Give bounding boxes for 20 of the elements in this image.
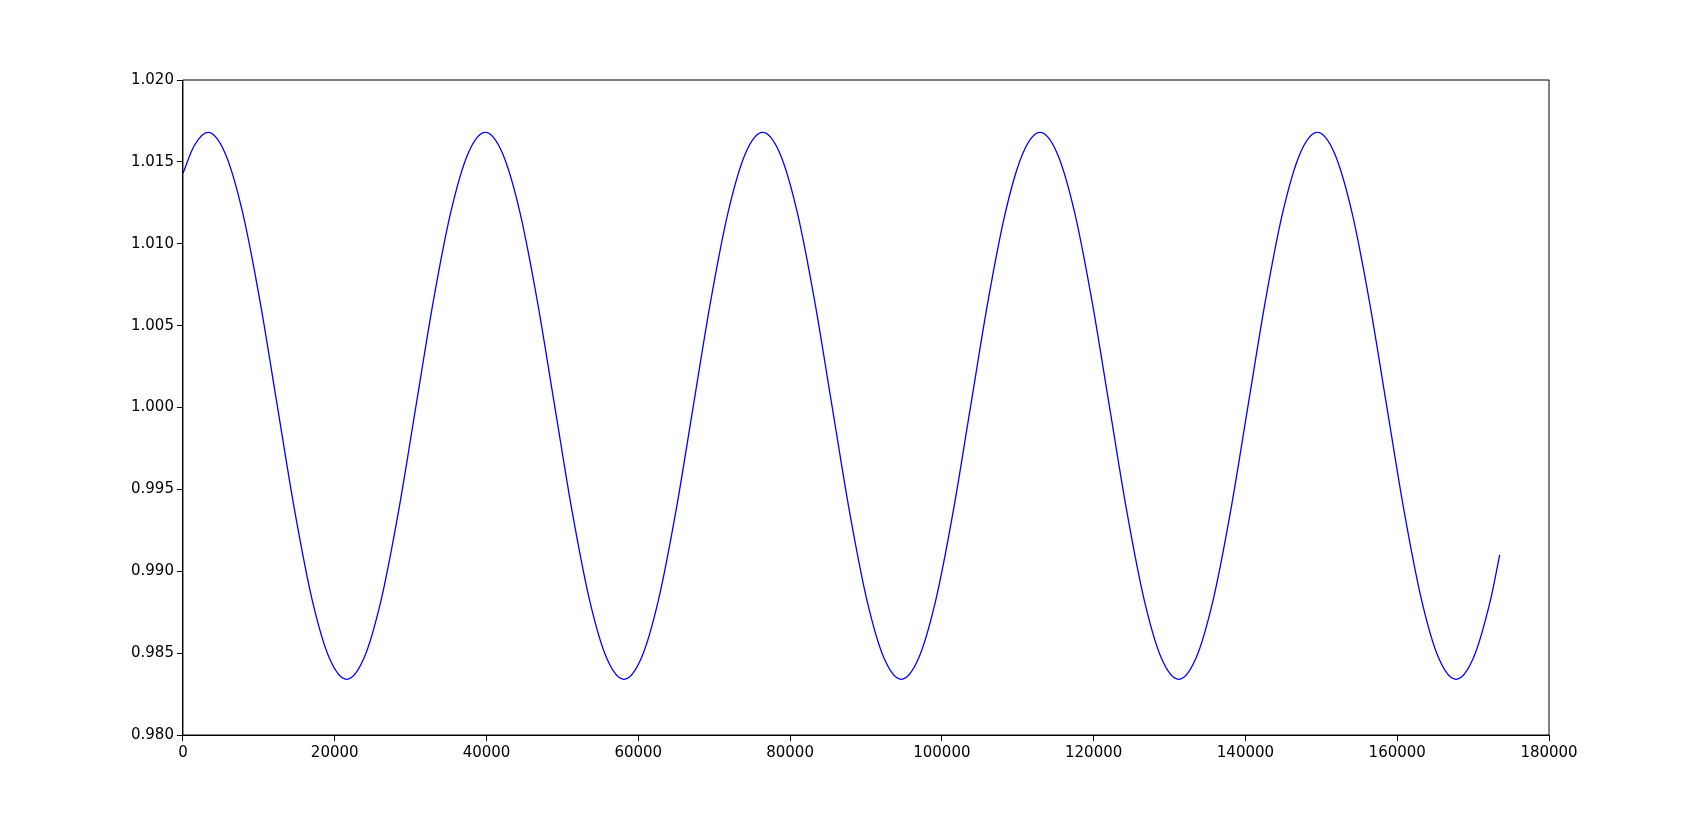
x-tick-label: 20000	[310, 742, 359, 761]
y-tick-label: 1.000	[130, 397, 174, 416]
x-tick-label: 100000	[913, 742, 971, 761]
y-tick-label: 1.010	[130, 233, 174, 252]
y-tick-label: 0.985	[130, 643, 174, 662]
x-tick-label: 180000	[1520, 742, 1578, 761]
line-series	[182, 131, 1501, 680]
y-tick-label: 1.015	[130, 151, 174, 170]
x-tick-label: 0	[178, 742, 188, 761]
y-tick-label: 1.020	[130, 69, 174, 88]
x-tick-label: 140000	[1216, 742, 1275, 761]
x-tick-label: 80000	[766, 742, 814, 761]
x-tick-label: 120000	[1065, 742, 1123, 761]
y-tick-label: 1.005	[130, 315, 174, 334]
x-tick-label: 40000	[462, 742, 511, 761]
y-tick-label: 0.980	[130, 724, 174, 743]
x-tick-label: 160000	[1368, 742, 1426, 761]
x-tick-label: 60000	[614, 742, 663, 761]
y-tick-label: 0.990	[130, 561, 174, 580]
y-tick-label: 0.995	[130, 479, 174, 498]
